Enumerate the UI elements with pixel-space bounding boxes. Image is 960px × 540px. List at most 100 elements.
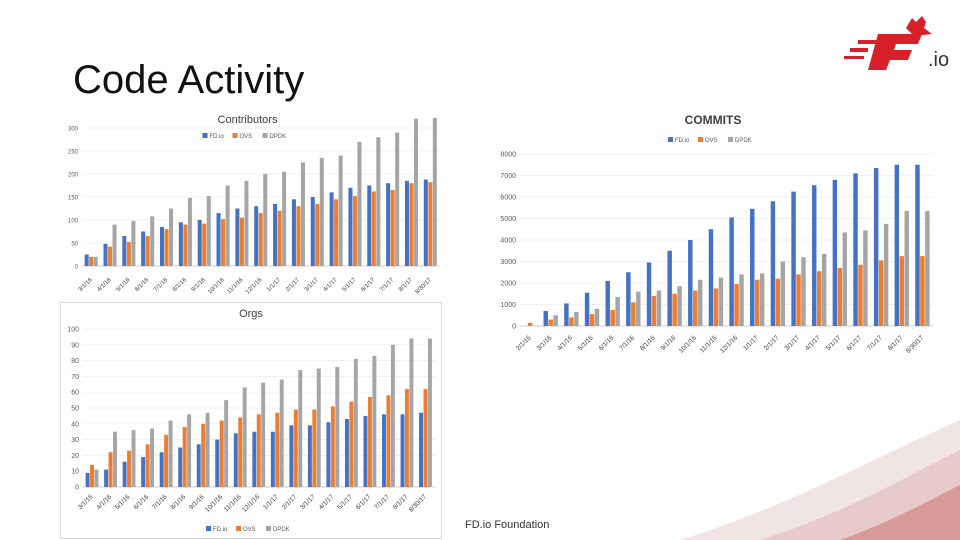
contributors-bar-ovs	[277, 210, 282, 266]
contributors-bar-fdio	[160, 226, 165, 266]
commits-bar-ovs	[796, 274, 801, 326]
commits-y-tick-label: 8000	[500, 152, 516, 159]
contributors-x-tick-label: 8/1/16	[172, 277, 189, 294]
orgs-bar-dpdk	[187, 414, 192, 487]
commits-legend-swatch	[698, 137, 703, 142]
contributors-y-tick-label: 150	[68, 196, 79, 202]
commits-x-tick-label: 6/1/17	[845, 334, 863, 352]
commits-bar-ovs	[920, 256, 925, 326]
contributors-x-tick-label: 3/1/17	[304, 277, 321, 294]
orgs-bar-dpdk	[372, 355, 377, 487]
commits-chart-svg: COMMITS 0 1000 2000 3000 4000 5000 6000 7000 8000…	[500, 113, 933, 355]
contributors-bar-dpdk	[150, 216, 155, 266]
contributors-bar-dpdk	[225, 185, 230, 266]
commits-bar-dpdk	[780, 261, 786, 326]
contributors-bar-fdio	[329, 192, 334, 266]
orgs-bar-fdio	[196, 444, 201, 487]
commits-bar-ovs	[651, 295, 657, 326]
contributors-bar-fdio	[348, 187, 353, 266]
contributors-bar-dpdk	[376, 137, 381, 266]
orgs-bar-dpdk	[205, 412, 210, 487]
commits-x-tick-label: 1/1/17	[742, 334, 760, 352]
commits-bar-fdio	[915, 164, 920, 326]
orgs-bar-fdio	[400, 414, 405, 487]
contributors-x-tick-label: 7/1/16	[153, 277, 170, 294]
orgs-bar-ovs	[127, 450, 132, 487]
orgs-legend-label: DPDK	[273, 527, 290, 533]
commits-bar-dpdk	[553, 315, 558, 326]
contributors-bar-dpdk	[432, 117, 437, 266]
commits-x-tick-label: 3/1/16	[536, 334, 554, 352]
orgs-bar-ovs	[423, 389, 428, 487]
commits-bar-dpdk	[718, 277, 724, 326]
orgs-legend-swatch	[206, 526, 211, 531]
orgs-bar-ovs	[90, 464, 94, 487]
orgs-bar-ovs	[145, 444, 150, 487]
orgs-x-tick-label: 12/1/16	[241, 493, 262, 514]
orgs-bar-ovs	[219, 420, 224, 487]
commits-bar-ovs	[693, 290, 698, 326]
commits-bar-ovs	[548, 319, 553, 326]
commits-bar-dpdk	[842, 232, 848, 326]
orgs-bar-ovs	[275, 412, 280, 487]
commits-bar-dpdk	[904, 210, 909, 326]
orgs-y-tick-label: 0	[75, 485, 79, 492]
commits-x-tick-label: 5/1/17	[825, 334, 843, 352]
contributors-bar-ovs	[108, 246, 113, 266]
orgs-bar-ovs	[386, 395, 391, 487]
orgs-bar-fdio	[307, 425, 312, 487]
contributors-legend-swatch	[232, 133, 238, 138]
contributors-bar-fdio	[254, 206, 259, 266]
commits-x-tick-label: 9/1/16	[660, 334, 678, 352]
contributors-legend-swatch	[202, 133, 208, 138]
orgs-x-tick-label: 5/1/17	[336, 493, 354, 511]
orgs-y-tick-label: 70	[71, 374, 79, 381]
logo-text: .io	[928, 49, 949, 71]
contributors-bar-fdio	[178, 222, 183, 266]
contributors-bar-fdio	[404, 180, 409, 266]
orgs-x-tick-label: 7/1/16	[151, 493, 169, 511]
commits-bar-ovs	[775, 278, 781, 326]
contributors-bar-ovs	[390, 190, 395, 266]
orgs-bar-fdio	[419, 412, 424, 487]
contributors-bar-fdio	[141, 231, 146, 266]
commits-y-tick-label: 2000	[500, 281, 516, 288]
commits-bar-ovs	[878, 260, 884, 326]
commits-bar-fdio	[811, 185, 817, 326]
orgs-bar-dpdk	[113, 431, 117, 487]
commits-bar-fdio	[791, 191, 796, 326]
orgs-bar-fdio	[344, 419, 349, 487]
commits-bar-ovs	[589, 314, 595, 326]
contributors-legend-swatch	[262, 133, 268, 138]
contributors-x-tick-label: 4/1/17	[323, 277, 340, 294]
orgs-bar-dpdk	[242, 387, 247, 487]
orgs-bar-dpdk	[94, 469, 99, 487]
contributors-x-tick-label: 10/1/16	[207, 277, 226, 296]
orgs-bar-dpdk	[131, 430, 136, 487]
contributors-bar-ovs	[221, 219, 226, 266]
contributors-bar-fdio	[367, 185, 372, 266]
orgs-legend-label: FD.io	[213, 527, 228, 533]
commits-bar-fdio	[750, 208, 755, 326]
commits-bar-dpdk	[883, 223, 889, 326]
contributors-x-tick-label: 6/1/16	[134, 277, 151, 294]
contributors-bar-dpdk	[93, 256, 98, 266]
commits-bar-dpdk	[925, 210, 930, 326]
contributors-y-tick-label: 200	[68, 173, 79, 179]
contributors-bar-ovs	[239, 217, 244, 266]
commits-bar-dpdk	[594, 308, 600, 326]
orgs-bar-ovs	[330, 406, 335, 487]
commits-legend-label: DPDK	[735, 138, 752, 144]
contributors-chart: Contributors 0 50 100 150 200 250 300 3/1/16 4/1/…	[52, 108, 443, 296]
orgs-y-tick-label: 80	[71, 358, 79, 365]
contributors-bar-fdio	[310, 197, 315, 266]
commits-bar-ovs	[734, 284, 739, 326]
slide-title: Code Activity	[73, 58, 305, 102]
commits-x-tick-label: 4/1/17	[804, 334, 822, 352]
commits-y-tick-label: 3000	[500, 259, 516, 266]
contributors-y-tick-label: 250	[68, 150, 79, 156]
commits-bar-dpdk	[615, 296, 620, 326]
contributors-bar-ovs	[145, 236, 150, 266]
contributors-x-tick-label: 4/1/16	[97, 277, 114, 294]
